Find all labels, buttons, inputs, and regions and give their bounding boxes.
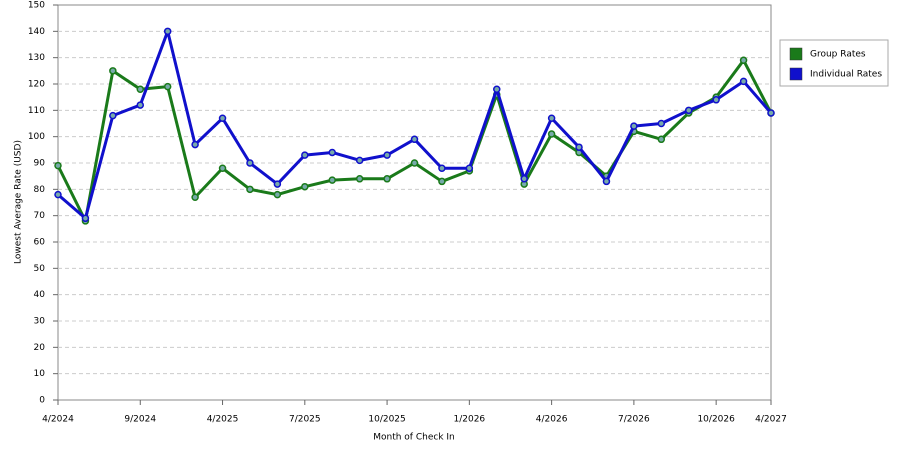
x-tick-label: 4/2027 (755, 415, 787, 425)
point (383, 151, 391, 159)
y-tick-label: 20 (34, 343, 46, 353)
point (163, 27, 172, 36)
point (547, 114, 556, 122)
point (355, 175, 364, 183)
point (163, 82, 172, 91)
point (739, 56, 748, 65)
y-tick-label: 150 (28, 1, 45, 11)
point (767, 109, 775, 117)
point (218, 164, 227, 173)
point (383, 175, 391, 183)
point (520, 175, 528, 183)
y-tick-label: 70 (34, 211, 46, 221)
y-tick-label: 90 (34, 159, 46, 169)
point (81, 214, 90, 223)
y-tick-label: 80 (34, 185, 46, 195)
x-tick-label: 10/2026 (697, 415, 735, 425)
point (328, 148, 336, 157)
point (630, 122, 638, 130)
point (136, 101, 145, 109)
y-tick-label: 10 (34, 369, 46, 379)
x-tick-label: 4/2024 (42, 415, 74, 425)
y-tick-label: 0 (39, 396, 45, 406)
point (465, 164, 474, 173)
point (301, 151, 309, 159)
x-tick-label: 7/2026 (618, 415, 650, 425)
point (246, 159, 254, 167)
y-tick-label: 130 (28, 53, 45, 63)
legend-label: Individual Rates (810, 70, 882, 80)
x-tick-label: 7/2025 (289, 415, 321, 425)
legend-label: Group Rates (810, 50, 866, 60)
y-tick-label: 100 (28, 132, 45, 142)
point (547, 130, 556, 138)
point (684, 106, 693, 115)
y-tick-label: 40 (34, 290, 46, 300)
y-tick-label: 50 (34, 264, 46, 274)
point (355, 156, 364, 165)
point (657, 119, 666, 128)
y-tick-label: 110 (28, 106, 45, 116)
point (136, 85, 145, 94)
point (712, 96, 720, 104)
x-tick-label: 4/2025 (207, 415, 239, 425)
y-tick-label: 120 (28, 80, 45, 90)
point (575, 143, 583, 151)
x-tick-label: 4/2026 (536, 415, 568, 425)
point (273, 190, 282, 199)
point (191, 140, 199, 149)
legend-swatch (789, 47, 803, 61)
point (246, 185, 254, 194)
legend-swatch (789, 67, 803, 81)
point (739, 77, 748, 86)
y-tick-label: 60 (34, 238, 46, 248)
point (109, 111, 117, 120)
y-axis-title: Lowest Average Rate (USD) (14, 140, 24, 264)
point (54, 161, 62, 170)
x-tick-label: 1/2026 (454, 415, 486, 425)
point (273, 180, 282, 188)
y-tick-label: 140 (28, 27, 45, 37)
point (328, 176, 336, 184)
point (602, 177, 611, 186)
x-axis-title: Month of Check In (373, 433, 455, 443)
point (109, 67, 117, 75)
point (438, 164, 446, 173)
point (657, 135, 666, 144)
point (410, 135, 419, 144)
point (191, 193, 199, 201)
point (438, 177, 446, 186)
point (54, 190, 62, 199)
x-tick-label: 10/2025 (368, 415, 405, 425)
plot-area (57, 4, 772, 401)
y-tick-label: 30 (34, 317, 46, 327)
point (218, 114, 227, 122)
point (410, 159, 419, 167)
point (493, 85, 501, 94)
point (301, 182, 309, 191)
x-tick-label: 9/2024 (124, 415, 156, 425)
